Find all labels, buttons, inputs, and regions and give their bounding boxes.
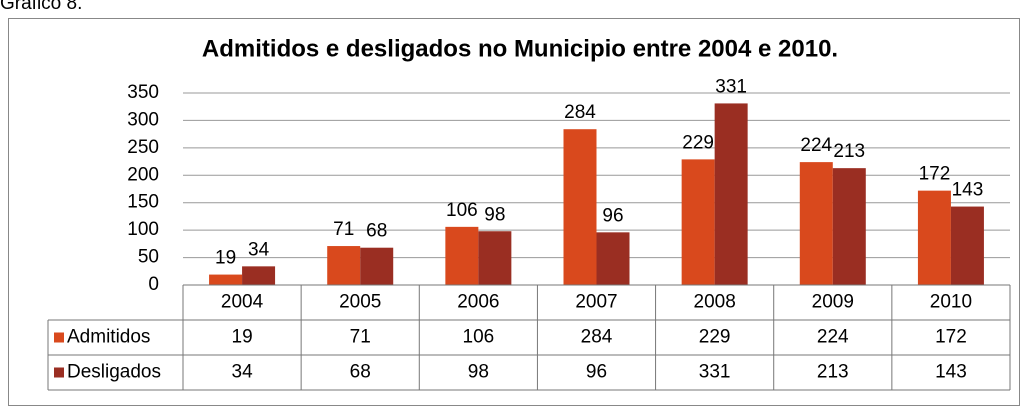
bar bbox=[209, 274, 243, 285]
y-tick-label: 150 bbox=[127, 192, 159, 213]
x-tick-label: 2005 bbox=[339, 292, 381, 313]
bar bbox=[563, 129, 597, 285]
table-cell: 98 bbox=[468, 362, 489, 383]
legend-label: Admitidos bbox=[67, 327, 150, 348]
bar bbox=[832, 168, 866, 285]
x-tick-label: 2006 bbox=[457, 292, 499, 313]
legend-swatch bbox=[54, 332, 64, 343]
x-tick-label: 2010 bbox=[930, 292, 972, 313]
data-label: 19 bbox=[215, 248, 236, 269]
chart-title: Admitidos e desligados no Municipio entr… bbox=[202, 35, 838, 62]
data-label: 172 bbox=[919, 164, 951, 185]
y-tick-label: 300 bbox=[127, 109, 159, 130]
data-label: 98 bbox=[484, 204, 505, 225]
table-cell: 143 bbox=[935, 362, 967, 383]
bar bbox=[242, 266, 276, 285]
bar bbox=[714, 103, 748, 286]
data-label: 34 bbox=[248, 239, 270, 260]
table-cell: 213 bbox=[817, 362, 849, 383]
table-cell: 284 bbox=[581, 327, 613, 348]
y-tick-label: 50 bbox=[138, 247, 159, 268]
table-cell: 34 bbox=[232, 362, 254, 383]
legend-swatch bbox=[54, 367, 64, 378]
bar bbox=[950, 206, 984, 285]
table-cell: 96 bbox=[586, 362, 607, 383]
y-tick-label: 0 bbox=[148, 274, 159, 295]
bar bbox=[360, 247, 394, 285]
bar bbox=[478, 231, 512, 285]
data-label: 71 bbox=[333, 219, 354, 240]
table-cell: 172 bbox=[935, 327, 967, 348]
bar bbox=[596, 232, 630, 285]
data-label: 224 bbox=[800, 135, 832, 156]
data-label: 68 bbox=[366, 221, 387, 242]
table-cell: 331 bbox=[699, 362, 731, 383]
y-tick-label: 100 bbox=[127, 219, 159, 240]
x-tick-label: 2007 bbox=[575, 292, 617, 313]
x-tick-label: 2008 bbox=[694, 292, 736, 313]
data-label: 331 bbox=[715, 76, 747, 97]
bar bbox=[917, 190, 951, 285]
y-tick-label: 250 bbox=[127, 137, 159, 158]
chart-border bbox=[8, 18, 1020, 406]
data-label: 229 bbox=[682, 132, 714, 153]
x-tick-label: 2004 bbox=[221, 292, 264, 313]
bar bbox=[681, 159, 715, 285]
data-label: 284 bbox=[564, 102, 596, 123]
y-tick-label: 200 bbox=[127, 164, 159, 185]
x-tick-label: 2009 bbox=[812, 292, 854, 313]
y-tick-label: 350 bbox=[127, 82, 159, 103]
data-label: 213 bbox=[833, 141, 865, 162]
bar bbox=[799, 162, 833, 285]
data-label: 106 bbox=[446, 200, 478, 221]
table-cell: 68 bbox=[350, 362, 371, 383]
legend-label: Desligados bbox=[67, 362, 161, 383]
data-label: 143 bbox=[952, 180, 984, 201]
bar bbox=[445, 226, 479, 285]
data-label: 96 bbox=[602, 205, 623, 226]
table-cell: 229 bbox=[699, 327, 731, 348]
caption: Gráfico 8. bbox=[0, 0, 82, 14]
table-cell: 71 bbox=[350, 327, 371, 348]
table-cell: 19 bbox=[232, 327, 253, 348]
table-cell: 106 bbox=[463, 327, 495, 348]
table-cell: 224 bbox=[817, 327, 849, 348]
bar bbox=[327, 246, 361, 285]
